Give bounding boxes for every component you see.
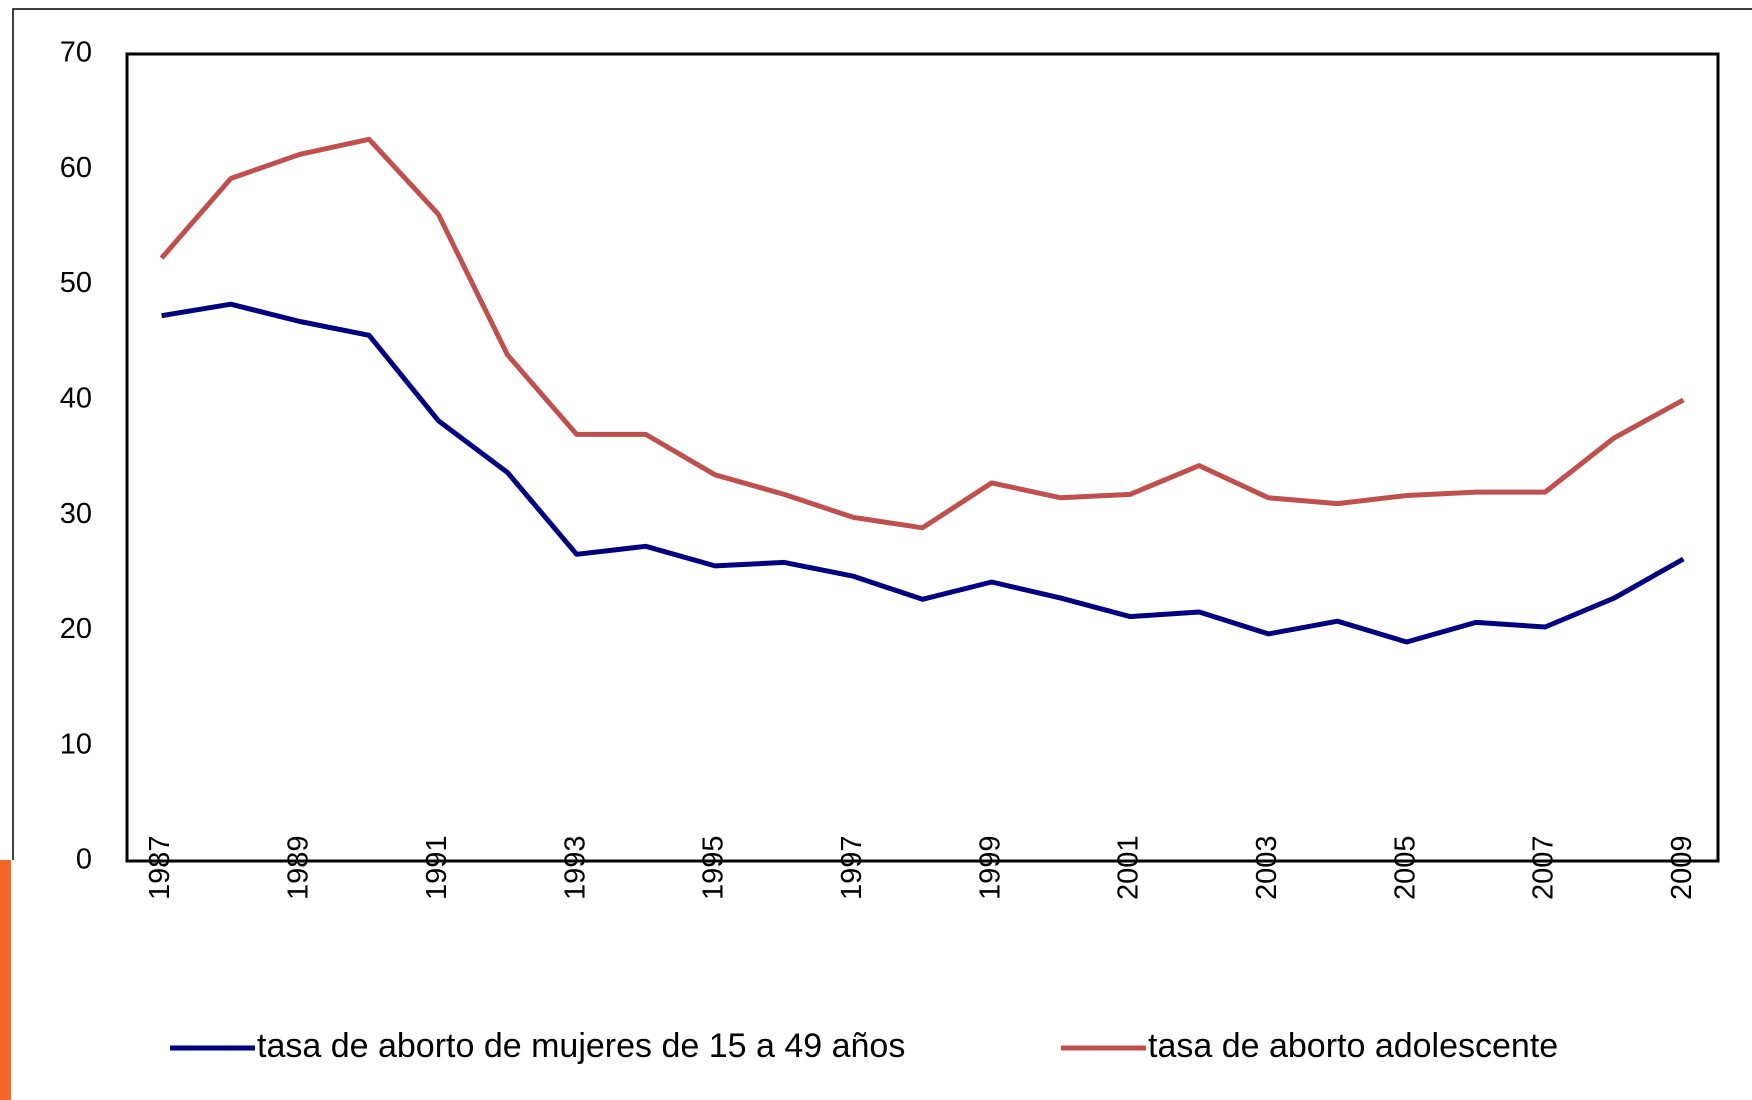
legend-label: tasa de aborto de mujeres de 15 a 49 año…	[257, 1027, 905, 1065]
line-series	[159, 136, 1685, 531]
frame	[12, 8, 1752, 860]
line-series	[161, 301, 1685, 645]
y-tick-label: 10	[60, 728, 92, 760]
legend-label: tasa de aborto adolescente	[1148, 1027, 1558, 1065]
x-tick-label: 1999	[974, 835, 1006, 900]
x-tick-label: 2009	[1666, 835, 1698, 900]
y-tick-label: 0	[76, 844, 92, 876]
accent-bar	[0, 860, 11, 1100]
x-tick-label: 2005	[1389, 835, 1421, 900]
y-tick-label: 40	[60, 383, 92, 415]
y-tick-label: 30	[60, 498, 92, 530]
y-tick-label: 70	[60, 37, 92, 69]
y-tick-label: 20	[60, 613, 92, 645]
x-tick-label: 2001	[1113, 835, 1145, 900]
x-tick-label: 1993	[559, 835, 591, 900]
y-tick-label: 50	[60, 267, 92, 299]
y-tick-label: 60	[60, 152, 92, 184]
x-tick-label: 1989	[283, 835, 315, 900]
x-tick-label: 1997	[836, 835, 868, 900]
x-tick-label: 2003	[1251, 835, 1283, 900]
x-tick-label: 1991	[421, 835, 453, 900]
x-tick-label: 1987	[144, 835, 176, 900]
plot-area	[125, 52, 1720, 863]
x-tick-label: 1995	[698, 835, 730, 900]
x-tick-label: 2007	[1528, 835, 1560, 900]
